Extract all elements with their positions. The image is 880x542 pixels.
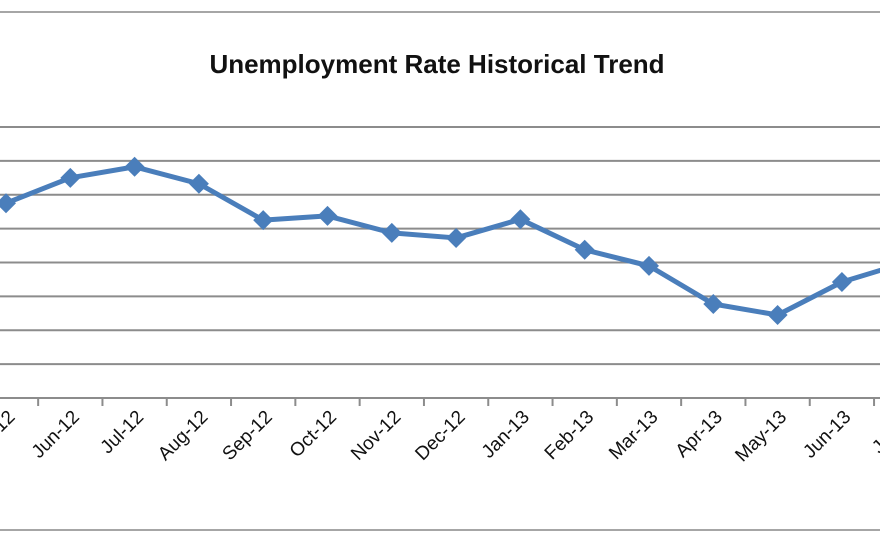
data-point-marker bbox=[188, 173, 209, 194]
gridlines bbox=[0, 126, 880, 366]
data-point-marker bbox=[639, 255, 659, 276]
x-tick-label: Apr-13 bbox=[672, 407, 727, 462]
x-tick-label: Nov-12 bbox=[347, 407, 405, 465]
x-tick-label: Feb-13 bbox=[541, 407, 598, 464]
x-tick-label: Mar-13 bbox=[605, 407, 662, 464]
x-tick-label: Jun-13 bbox=[799, 407, 855, 463]
x-axis bbox=[0, 397, 880, 406]
series-line-path bbox=[5, 164, 880, 318]
data-point-marker bbox=[703, 293, 724, 314]
x-tick-label: Jan-13 bbox=[478, 407, 534, 463]
data-point-marker bbox=[317, 205, 338, 226]
data-point-marker bbox=[510, 209, 531, 230]
chart-title: Unemployment Rate Historical Trend bbox=[209, 49, 664, 79]
data-point-marker bbox=[124, 156, 145, 177]
data-point-marker bbox=[446, 227, 467, 248]
x-tick-label: Oct-12 bbox=[286, 407, 341, 462]
x-tick-labels: May-12 Jun-12 Jul-12 Aug-12 Sep-12 Oct-12 Nov-… bbox=[0, 407, 880, 467]
x-tick-label: Dec-12 bbox=[411, 407, 469, 465]
data-point-marker bbox=[253, 210, 274, 231]
data-point-marker bbox=[381, 222, 402, 243]
data-point-marker bbox=[767, 305, 788, 326]
data-point-marker bbox=[831, 271, 852, 292]
x-tick-label: Aug-12 bbox=[154, 407, 212, 465]
data-point-marker bbox=[574, 239, 595, 260]
series-markers bbox=[0, 156, 852, 326]
x-tick-label: Jul-13 bbox=[868, 407, 880, 458]
x-tick-label: May-13 bbox=[731, 407, 791, 467]
x-tick-label: Jun-12 bbox=[28, 407, 84, 463]
x-tick-label: Sep-12 bbox=[219, 407, 277, 465]
data-point-marker bbox=[0, 193, 16, 214]
x-tick-label: May-12 bbox=[0, 407, 20, 467]
x-tick-label: Jul-12 bbox=[97, 407, 148, 458]
series-line bbox=[5, 164, 880, 318]
data-point-marker bbox=[60, 167, 81, 188]
